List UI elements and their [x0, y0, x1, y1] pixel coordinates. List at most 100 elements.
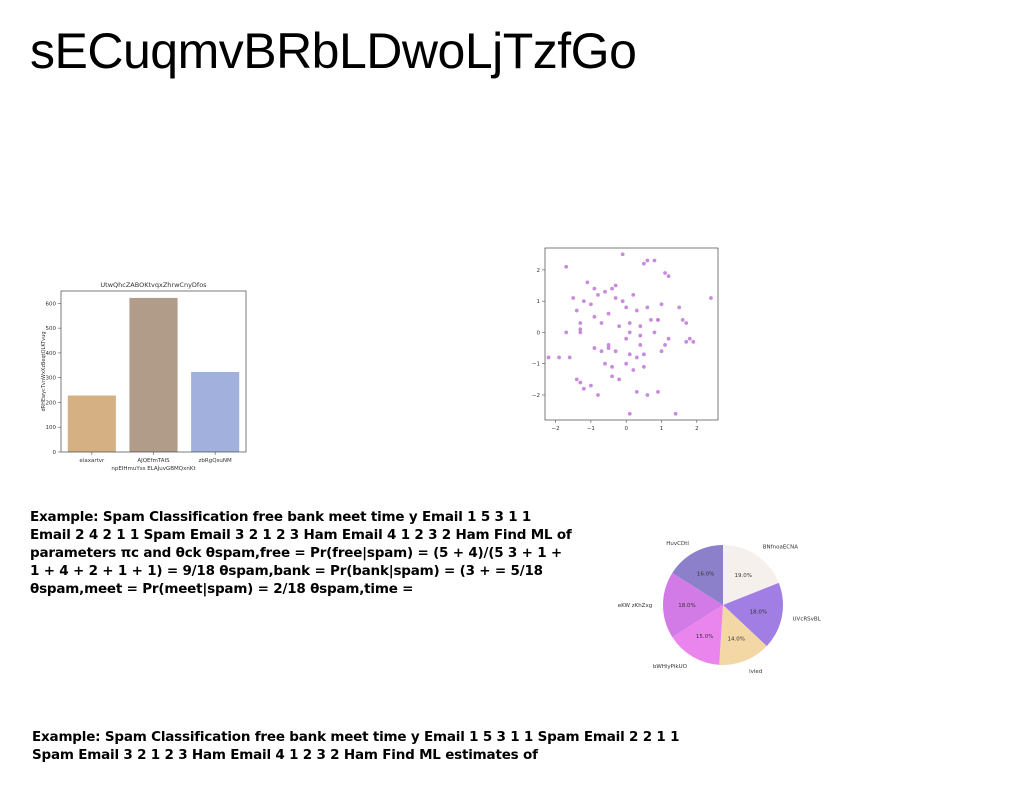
pie-percent-label: 18.0%: [750, 610, 767, 616]
pie-percent-label: 14.0%: [728, 636, 745, 642]
scatter-plot-frame: [544, 247, 719, 421]
scatter-point: [677, 305, 682, 310]
scatter-point: [578, 380, 583, 385]
bar-x-axis-label: npEIHmuYss ELAJuvGBMQxnKt: [111, 466, 196, 472]
scatter-point: [617, 377, 622, 382]
scatter-point: [659, 302, 664, 307]
scatter-y-tick-label: 1: [537, 299, 541, 305]
scatter-point: [596, 293, 600, 297]
pie-slice-HuvCDtl: [672, 545, 723, 605]
scatter-point: [620, 252, 625, 257]
scatter-point: [627, 411, 632, 416]
scatter-point: [709, 296, 713, 300]
scatter-point: [599, 321, 604, 325]
scatter-point: [574, 377, 579, 382]
example-paragraph-2: Example: Spam Classification free bank m…: [32, 729, 680, 763]
scatter-point: [624, 361, 629, 366]
scatter-point: [610, 374, 614, 379]
scatter-point: [627, 321, 632, 325]
bar-chart: UtwQhcZABOKtvqxZhrwCnyDfos 0 100 200 300 400 5…: [41, 281, 247, 472]
scatter-point: [571, 296, 576, 300]
scatter-point: [557, 355, 562, 360]
scatter-y-tick-label: 2: [537, 268, 541, 274]
pie-slice-label: bWHiyPikUO: [653, 664, 688, 670]
pie-percent-label: 18.0%: [678, 603, 695, 609]
pie-slice-label: eKW zKhZxg: [618, 603, 652, 609]
bar-x-tick-label: AJQEfmTAIS: [137, 458, 170, 464]
scatter-point: [684, 321, 689, 325]
pie-slice-label: lvled: [749, 669, 762, 675]
page-title: sECuqmvBRbLDwoLjTzfGo: [30, 23, 637, 79]
scatter-point: [613, 349, 618, 354]
scatter-x-tick-label: −1: [587, 426, 595, 432]
scatter-point: [578, 330, 583, 335]
scatter-point: [606, 311, 611, 316]
bar-plot-frame: [60, 290, 247, 453]
scatter-point: [684, 339, 689, 344]
scatter-point: [546, 355, 551, 360]
bar-y-tick-label: 100: [46, 425, 57, 431]
scatter-point: [673, 411, 678, 416]
scatter-point: [610, 364, 614, 369]
scatter-y-tick-label: −2: [532, 393, 540, 399]
scatter-point: [652, 330, 657, 335]
bar-x-tick-label: eiaxartvr: [79, 458, 105, 464]
bar-x-tick-label: zbRgQsuNM: [199, 458, 232, 464]
scatter-point: [634, 355, 639, 360]
bar-y-tick-label: 600: [46, 301, 57, 307]
pie-slice-BNfnoaECNA: [723, 545, 779, 605]
scatter-point: [652, 258, 657, 263]
scatter-point: [687, 336, 692, 341]
scatter-point: [578, 327, 583, 332]
scatter-point: [659, 349, 664, 354]
scatter-point: [641, 261, 646, 266]
scatter-point: [564, 330, 569, 335]
scatter-chart: −2 −1 0 1 2 −2 −1 0 1 2: [532, 247, 719, 432]
scatter-point: [578, 321, 583, 325]
scatter-point: [564, 264, 569, 269]
scatter-point: [666, 274, 671, 279]
scatter-point: [634, 389, 639, 394]
scatter-point: [592, 346, 597, 350]
example-paragraph-1: Example: Spam Classification free bank m…: [30, 509, 572, 597]
scatter-x-tick-label: 0: [624, 426, 628, 432]
scatter-point: [645, 305, 650, 310]
scatter-x-tick-label: 2: [695, 426, 699, 432]
bar-zbRgQsuNM: [191, 371, 240, 452]
scatter-point: [656, 389, 660, 394]
scatter-point: [585, 280, 590, 285]
scatter-point: [567, 355, 572, 360]
pie-percent-label: 15.0%: [696, 634, 713, 640]
scatter-point: [588, 302, 593, 307]
scatter-point: [663, 271, 667, 275]
scatter-point: [613, 296, 618, 300]
bar-y-tick-label: 0: [53, 450, 57, 456]
scatter-point: [638, 333, 643, 338]
scatter-point: [631, 368, 636, 372]
pie-percent-label: 16.0%: [697, 571, 714, 577]
scatter-point: [624, 305, 629, 310]
bar-y-axis-label: dRHEwycTvnWxXzBeqtQLKTvug: [41, 331, 47, 411]
pie-slice-lvled: [719, 605, 767, 665]
bar-y-tick-label: 300: [46, 376, 57, 382]
scatter-point: [641, 352, 646, 357]
bar-y-tick-label: 200: [46, 400, 57, 406]
scatter-point: [631, 293, 636, 297]
pie-percent-label: 19.0%: [734, 573, 751, 579]
scatter-point: [627, 352, 632, 357]
scatter-point: [599, 349, 604, 354]
bar-y-tick-label: 400: [46, 351, 57, 357]
scatter-point: [603, 361, 607, 366]
scatter-point: [606, 346, 611, 350]
scatter-point: [638, 343, 643, 347]
scatter-point: [574, 308, 579, 313]
bar-eiaxartvr: [67, 395, 116, 452]
scatter-x-tick-label: −2: [552, 426, 560, 432]
scatter-point: [603, 289, 607, 294]
scatter-point: [641, 364, 646, 369]
scatter-point: [645, 393, 650, 397]
scatter-point: [617, 324, 622, 329]
scatter-point: [581, 386, 586, 391]
scatter-point: [666, 336, 671, 341]
scatter-point: [620, 299, 625, 304]
